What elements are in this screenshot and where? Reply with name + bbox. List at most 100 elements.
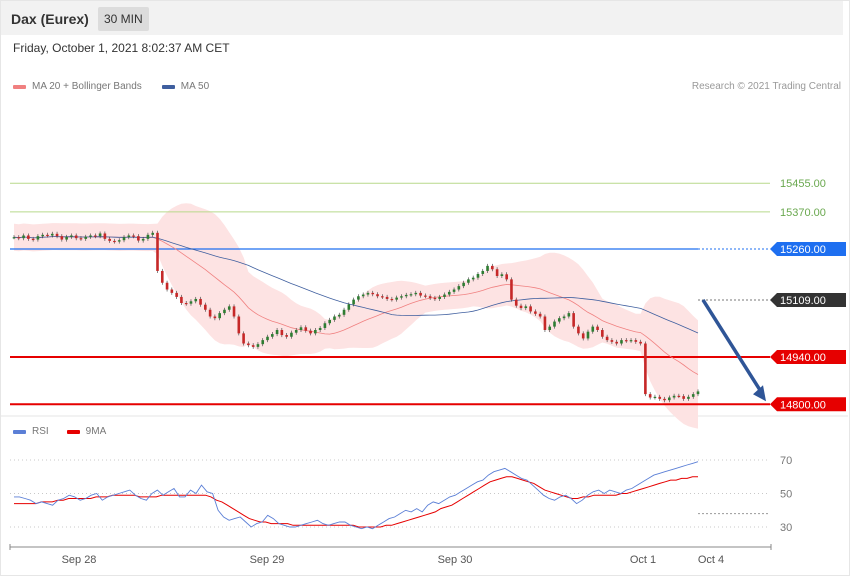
level-14800-00-tag	[770, 397, 846, 412]
candle-body	[98, 233, 102, 237]
candle-body	[443, 294, 446, 297]
candle-body	[41, 234, 45, 237]
candle-body	[361, 294, 365, 297]
candle-body	[452, 289, 456, 292]
candle-body	[170, 289, 174, 293]
candle-body	[280, 330, 284, 336]
candle-body	[247, 343, 250, 346]
candle-body	[543, 316, 547, 330]
candle-body	[256, 344, 260, 347]
candle-body	[46, 234, 49, 237]
candle-body	[376, 294, 379, 297]
candle-body	[204, 304, 207, 310]
level-14940-00-label: 14940.00	[780, 352, 826, 364]
candle-body	[218, 313, 221, 319]
candle-body	[419, 292, 422, 296]
candle-body	[467, 279, 470, 283]
candle-body	[36, 236, 40, 240]
candle-body	[309, 330, 312, 334]
candle-body	[648, 394, 652, 398]
candle-body	[357, 296, 360, 300]
candle-body	[495, 269, 499, 276]
candle-body	[113, 240, 116, 243]
candle-body	[476, 273, 480, 278]
candle-body	[505, 274, 508, 280]
candle-body	[55, 233, 59, 237]
candle-body	[223, 309, 226, 314]
candle-body	[89, 235, 92, 237]
candle-body	[447, 291, 451, 295]
candle-body	[601, 330, 604, 337]
ma9-line	[14, 476, 698, 528]
candle-body	[586, 331, 590, 339]
rsi-swatch	[13, 429, 26, 434]
candle-body	[108, 238, 111, 241]
ma50-legend-label: MA 50	[180, 81, 210, 92]
x-tick-label: Oct 1	[630, 554, 656, 566]
ma50-swatch	[161, 84, 175, 89]
rsi-tick-50: 50	[780, 489, 792, 501]
rsi-legend-label: RSI	[32, 426, 49, 437]
candle-body	[610, 340, 614, 342]
candle-body	[165, 282, 169, 290]
candle-body	[381, 296, 384, 298]
level-15455-00-label: 15455.00	[780, 178, 826, 190]
candle-body	[60, 236, 64, 240]
candle-body	[84, 236, 88, 239]
candle-body	[65, 236, 68, 240]
candle-body	[251, 345, 255, 347]
level-15109-00-tag	[770, 292, 846, 307]
candle-body	[395, 297, 398, 300]
candle-body	[577, 326, 580, 334]
candle-body	[132, 235, 135, 237]
candle-body	[342, 309, 346, 315]
candle-body	[237, 316, 241, 334]
candle-body	[323, 323, 327, 328]
candle-body	[534, 311, 537, 314]
rsi-legend: RSI 9MA	[13, 426, 106, 437]
x-tick-label: Oct 4	[698, 554, 724, 566]
level-14940-00-tag	[770, 350, 846, 364]
candle-body	[199, 298, 202, 305]
candle-body	[290, 332, 293, 337]
ma9-swatch	[66, 429, 80, 434]
candle-body	[438, 296, 442, 299]
candle-body	[491, 265, 494, 270]
candle-body	[213, 316, 217, 319]
candle-body	[227, 306, 231, 310]
x-tick-label: Sep 29	[250, 554, 285, 566]
candle-body	[615, 341, 618, 344]
candle-body	[524, 306, 528, 309]
candle-body	[285, 335, 288, 337]
bollinger-band	[14, 203, 698, 429]
forecast-arrow-shaft	[701, 299, 764, 395]
candle-body	[146, 234, 150, 239]
chart-timestamp: Friday, October 1, 2021 8:02:37 AM CET	[13, 41, 230, 55]
candle-body	[682, 396, 685, 399]
candle-body	[553, 321, 556, 327]
candle-body	[471, 277, 475, 280]
candle-body	[347, 304, 351, 310]
candle-body	[567, 313, 571, 317]
candle-body	[572, 313, 575, 327]
candle-body	[314, 330, 317, 334]
candle-body	[17, 237, 21, 239]
candle-body	[644, 343, 647, 395]
candle-body	[500, 274, 504, 276]
level-15370-00-label: 15370.00	[780, 207, 826, 219]
candle-body	[70, 235, 73, 237]
candle-body	[481, 270, 485, 274]
candle-body	[562, 316, 566, 319]
candle-body	[94, 235, 97, 237]
candle-body	[333, 316, 336, 320]
candle-body	[462, 282, 465, 287]
candle-body	[433, 297, 437, 300]
candle-body	[663, 398, 666, 401]
candle-body	[510, 279, 513, 300]
candle-body	[653, 396, 657, 399]
timeframe-button[interactable]: 30 MIN	[98, 7, 149, 31]
candle-body	[352, 299, 355, 305]
level-15109-00-label: 15109.00	[780, 295, 826, 307]
candle-body	[141, 238, 145, 241]
candle-body	[457, 286, 461, 290]
